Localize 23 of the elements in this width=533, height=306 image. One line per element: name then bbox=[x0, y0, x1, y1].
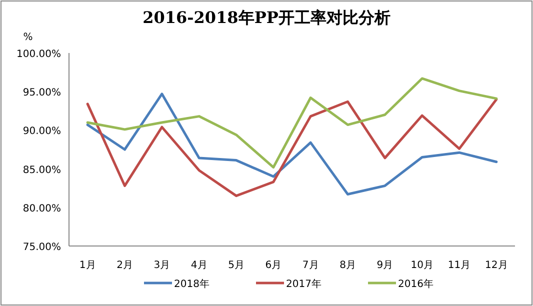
xtick: 12月 bbox=[485, 260, 508, 271]
ylabel: % bbox=[23, 32, 33, 43]
title: 2016-2018年PP开工率对比分析 bbox=[142, 8, 390, 27]
ytick: 75.00% bbox=[22, 242, 61, 253]
legend: 2016年 bbox=[398, 279, 434, 290]
xtick: 9月 bbox=[376, 260, 394, 271]
xtick: 6月 bbox=[265, 260, 282, 271]
xtick: 7月 bbox=[302, 260, 319, 271]
xtick: 5月 bbox=[228, 260, 244, 271]
xtick: 3月 bbox=[154, 260, 170, 271]
xtick: 4月 bbox=[190, 260, 208, 271]
legend: 2017年 bbox=[286, 279, 322, 290]
ytick: 85.00% bbox=[22, 164, 61, 176]
xtick: 8月 bbox=[340, 260, 356, 271]
xtick: 1月 bbox=[79, 260, 96, 271]
ytick: 100.00% bbox=[16, 49, 61, 60]
legend: 2018年 bbox=[174, 279, 210, 290]
ytick: 80.00% bbox=[22, 203, 61, 214]
xtick: 2月 bbox=[116, 260, 133, 271]
xtick: 10月 bbox=[410, 260, 434, 271]
ytick: 90.00% bbox=[22, 126, 61, 138]
ytick: 95.00% bbox=[22, 88, 61, 99]
xtick: 11月 bbox=[448, 260, 471, 271]
